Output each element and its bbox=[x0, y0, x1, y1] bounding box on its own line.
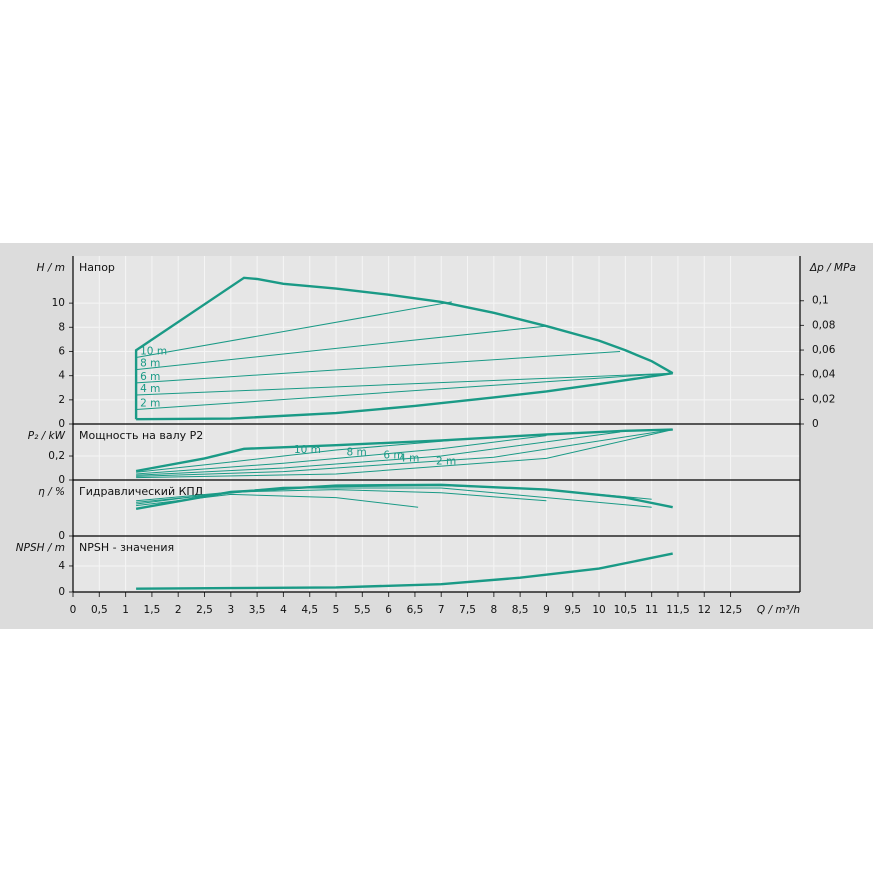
series-label: 2 m bbox=[436, 456, 456, 468]
y2-tick-label: 0,08 bbox=[812, 319, 835, 331]
x-tick-label: 9,5 bbox=[564, 604, 581, 616]
x-tick-label: 8,5 bbox=[512, 604, 529, 616]
curve bbox=[136, 431, 621, 476]
x-tick-label: 4 bbox=[280, 604, 287, 616]
x-tick-label: 3 bbox=[227, 604, 234, 616]
curve bbox=[136, 429, 673, 479]
x-tick-label: 7,5 bbox=[459, 604, 476, 616]
x-tick-label: 6,5 bbox=[407, 604, 424, 616]
x-tick-label: 0,5 bbox=[91, 604, 108, 616]
curve bbox=[136, 487, 652, 508]
y2-tick-label: 0,1 bbox=[812, 295, 829, 307]
curve bbox=[136, 439, 452, 473]
x-tick-label: 1,5 bbox=[144, 604, 161, 616]
y-tick-label: 10 bbox=[52, 297, 65, 309]
x-tick-label: 2,5 bbox=[196, 604, 213, 616]
x-tick-label: 5 bbox=[333, 604, 340, 616]
x-tick-label: 7 bbox=[438, 604, 445, 616]
x-tick-label: 11 bbox=[645, 604, 658, 616]
curve bbox=[134, 276, 674, 420]
curve bbox=[136, 372, 673, 421]
panel-title: NPSH - значения bbox=[79, 541, 174, 554]
y2-tick-label: 0,02 bbox=[812, 393, 835, 405]
x-tick-label: 4,5 bbox=[301, 604, 318, 616]
x-tick-label: 5,5 bbox=[354, 604, 371, 616]
curve bbox=[136, 493, 419, 508]
series-label: 6 m bbox=[140, 371, 160, 383]
x-tick-label: 10 bbox=[592, 604, 605, 616]
y-tick-label: 0,2 bbox=[48, 450, 65, 462]
series-label: 8 m bbox=[140, 358, 160, 370]
panel-title: Напор bbox=[79, 261, 115, 274]
series-label: 4 m bbox=[140, 383, 160, 395]
x-tick-label: 1 bbox=[122, 604, 129, 616]
y-tick-label: 0 bbox=[58, 474, 65, 486]
y-axis-label: H / m bbox=[37, 262, 65, 274]
x-tick-label: 8 bbox=[490, 604, 497, 616]
x-tick-label: 0 bbox=[70, 604, 77, 616]
x-tick-label: 9 bbox=[543, 604, 550, 616]
curve bbox=[136, 429, 673, 477]
curve bbox=[136, 325, 547, 371]
series-label: 8 m bbox=[347, 446, 367, 458]
x-tick-label: 11,5 bbox=[666, 604, 689, 616]
y-tick-label: 6 bbox=[58, 345, 65, 357]
curve bbox=[136, 485, 652, 502]
y2-tick-label: 0,04 bbox=[812, 369, 836, 381]
curve bbox=[136, 435, 547, 475]
series-label: 6 m bbox=[383, 449, 403, 461]
x-tick-label: 3,5 bbox=[249, 604, 266, 616]
y2-tick-label: 0 bbox=[812, 418, 819, 430]
series-label: 4 m bbox=[399, 453, 419, 465]
curve bbox=[136, 372, 673, 396]
x-tick-label: 12 bbox=[698, 604, 711, 616]
y-tick-label: 2 bbox=[58, 394, 65, 406]
series-label: 10 m bbox=[294, 444, 321, 456]
x-tick-label: 2 bbox=[175, 604, 182, 616]
y-tick-label: 0 bbox=[58, 418, 65, 430]
y-axis-label: P₂ / kW bbox=[28, 430, 66, 442]
y2-tick-label: 0,06 bbox=[812, 344, 836, 356]
panel-title: Мощность на валу P2 bbox=[79, 429, 203, 442]
y-tick-label: 4 bbox=[58, 560, 65, 572]
curve bbox=[136, 552, 673, 590]
curve bbox=[136, 372, 673, 410]
curve bbox=[136, 351, 621, 384]
x-tick-label: 10,5 bbox=[614, 604, 637, 616]
curve bbox=[136, 301, 452, 358]
series-label: 10 m bbox=[140, 346, 167, 358]
curve bbox=[135, 428, 673, 473]
y-tick-label: 0 bbox=[58, 586, 65, 598]
x-tick-label: 6 bbox=[385, 604, 392, 616]
series-label: 2 m bbox=[140, 397, 160, 409]
y-axis-label: NPSH / m bbox=[16, 542, 65, 554]
x-axis-label: Q / m³/h bbox=[757, 604, 800, 616]
y-tick-label: 4 bbox=[58, 370, 65, 382]
y-tick-label: 0 bbox=[58, 530, 65, 542]
y-tick-label: 8 bbox=[58, 321, 65, 333]
y2-axis-label: Δp / MPa bbox=[809, 262, 856, 274]
panel-title: Гидравлический КПД bbox=[79, 485, 204, 498]
y-axis-label: η / % bbox=[38, 486, 65, 498]
x-tick-label: 12,5 bbox=[719, 604, 742, 616]
